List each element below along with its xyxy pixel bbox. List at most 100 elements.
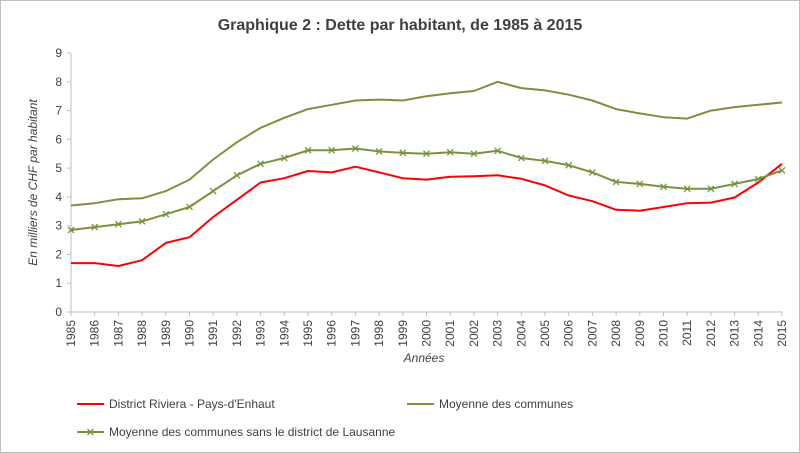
marker-stroke xyxy=(186,203,193,211)
series-marker xyxy=(754,175,762,183)
x-tick-label: 2009 xyxy=(633,320,647,347)
legend-label: Moyenne des communes xyxy=(439,397,573,411)
y-tick-label: 6 xyxy=(55,132,62,146)
x-tick-label: 1994 xyxy=(277,320,291,347)
x-tick-label: 2012 xyxy=(704,320,718,347)
x-tick-label: 1997 xyxy=(348,320,362,347)
x-tick-label: 2013 xyxy=(728,320,742,347)
x-tick-label: 1985 xyxy=(64,320,78,347)
marker-stroke xyxy=(67,226,75,234)
marker-stroke xyxy=(470,150,478,158)
y-tick-label: 3 xyxy=(55,219,62,233)
marker-stroke xyxy=(138,217,146,225)
series-marker xyxy=(778,166,786,174)
series-marker xyxy=(209,187,217,195)
legend-label: Moyenne des communes sans le district de… xyxy=(109,425,395,439)
x-tick-label: 1990 xyxy=(183,320,197,347)
series-marker xyxy=(186,203,193,211)
y-axis-label: En milliers de CHF par habitant xyxy=(26,99,40,266)
series-marker xyxy=(541,157,549,165)
x-tick-label: 1987 xyxy=(111,320,125,347)
x-tick-label: 1988 xyxy=(135,320,149,347)
x-tick-label: 2000 xyxy=(420,320,434,347)
y-tick-label: 7 xyxy=(55,104,62,118)
marker-stroke xyxy=(257,160,265,168)
marker-stroke xyxy=(375,147,383,155)
x-tick-label: 2007 xyxy=(585,320,599,347)
series-marker xyxy=(138,217,146,225)
x-tick-label: 2011 xyxy=(680,320,694,346)
plot-area: 0 1 2 3 4 5 6 7 8 9 1985 1986 1987 1988 1989 1990 1991 19… xyxy=(55,46,789,347)
marker-stroke xyxy=(399,149,407,157)
series-marker xyxy=(636,180,644,188)
marker-stroke xyxy=(517,154,525,162)
y-tick-label: 0 xyxy=(55,305,62,319)
x-tick-label: 2001 xyxy=(443,320,457,347)
x-tick-label: 2005 xyxy=(538,320,552,347)
marker-stroke xyxy=(707,185,715,193)
series-marker xyxy=(233,171,241,179)
x-tick-label: 1989 xyxy=(159,320,173,347)
series-line-2 xyxy=(70,147,783,231)
legend: District Riviera - Pays-d'Enhaut Moyenne … xyxy=(77,397,573,439)
marker-stroke xyxy=(328,146,336,154)
y-tick-label: 4 xyxy=(55,190,62,204)
x-tick-label: 2010 xyxy=(657,320,671,347)
marker-stroke xyxy=(351,145,359,153)
x-tick-label: 2002 xyxy=(467,320,481,347)
marker-stroke xyxy=(114,220,122,228)
marker-stroke xyxy=(565,161,573,169)
marker-stroke xyxy=(660,183,667,191)
x-tick-label: 2008 xyxy=(609,320,623,347)
x-tick-label: 1986 xyxy=(88,320,102,347)
x-tick-label: 1995 xyxy=(301,320,315,347)
marker-stroke xyxy=(541,157,549,165)
y-tick-label: 8 xyxy=(55,75,62,89)
marker-stroke xyxy=(162,210,170,218)
series-marker xyxy=(517,154,525,162)
marker-stroke xyxy=(91,223,99,231)
x-tick-label: 1993 xyxy=(254,320,268,347)
marker-stroke xyxy=(280,154,288,162)
series-marker xyxy=(399,149,407,157)
chart-title: Graphique 2 : Dette par habitant, de 198… xyxy=(218,17,583,34)
legend-item: District Riviera - Pays-d'Enhaut xyxy=(77,397,275,411)
y-tick-label: 1 xyxy=(55,276,62,290)
x-tick-label: 1998 xyxy=(372,320,386,347)
marker-stroke xyxy=(209,187,217,195)
legend-marker xyxy=(87,428,94,436)
series-marker xyxy=(304,146,312,154)
series-marker xyxy=(280,154,288,162)
series-line-0 xyxy=(71,163,783,267)
series-marker xyxy=(351,145,359,153)
marker-stroke xyxy=(754,175,762,183)
series-marker xyxy=(375,147,383,155)
marker-stroke xyxy=(233,171,241,179)
marker-stroke xyxy=(588,168,596,176)
series-marker xyxy=(588,168,596,176)
x-tick-label: 2015 xyxy=(775,320,789,347)
marker-stroke xyxy=(731,180,739,188)
series-marker xyxy=(612,178,620,186)
x-tick-label: 2004 xyxy=(514,320,528,347)
y-tick-label: 5 xyxy=(55,161,62,175)
marker-stroke xyxy=(612,178,620,186)
series-marker xyxy=(328,146,336,154)
series-marker xyxy=(494,147,502,155)
series-marker xyxy=(114,220,122,228)
series-marker xyxy=(446,148,454,156)
legend-item: Moyenne des communes xyxy=(407,397,573,411)
x-tick-label: 1991 xyxy=(206,320,220,347)
x-tick-label: 2006 xyxy=(562,320,576,347)
legend-item: Moyenne des communes sans le district de… xyxy=(77,425,395,439)
marker-stroke xyxy=(494,147,502,155)
x-tick-label: 1992 xyxy=(230,320,244,347)
series-marker xyxy=(683,185,691,193)
marker-stroke xyxy=(304,146,312,154)
x-tick-label: 2003 xyxy=(491,320,505,347)
x-axis-label: Années xyxy=(403,351,445,365)
series-marker xyxy=(660,183,667,191)
series-marker xyxy=(162,210,170,218)
